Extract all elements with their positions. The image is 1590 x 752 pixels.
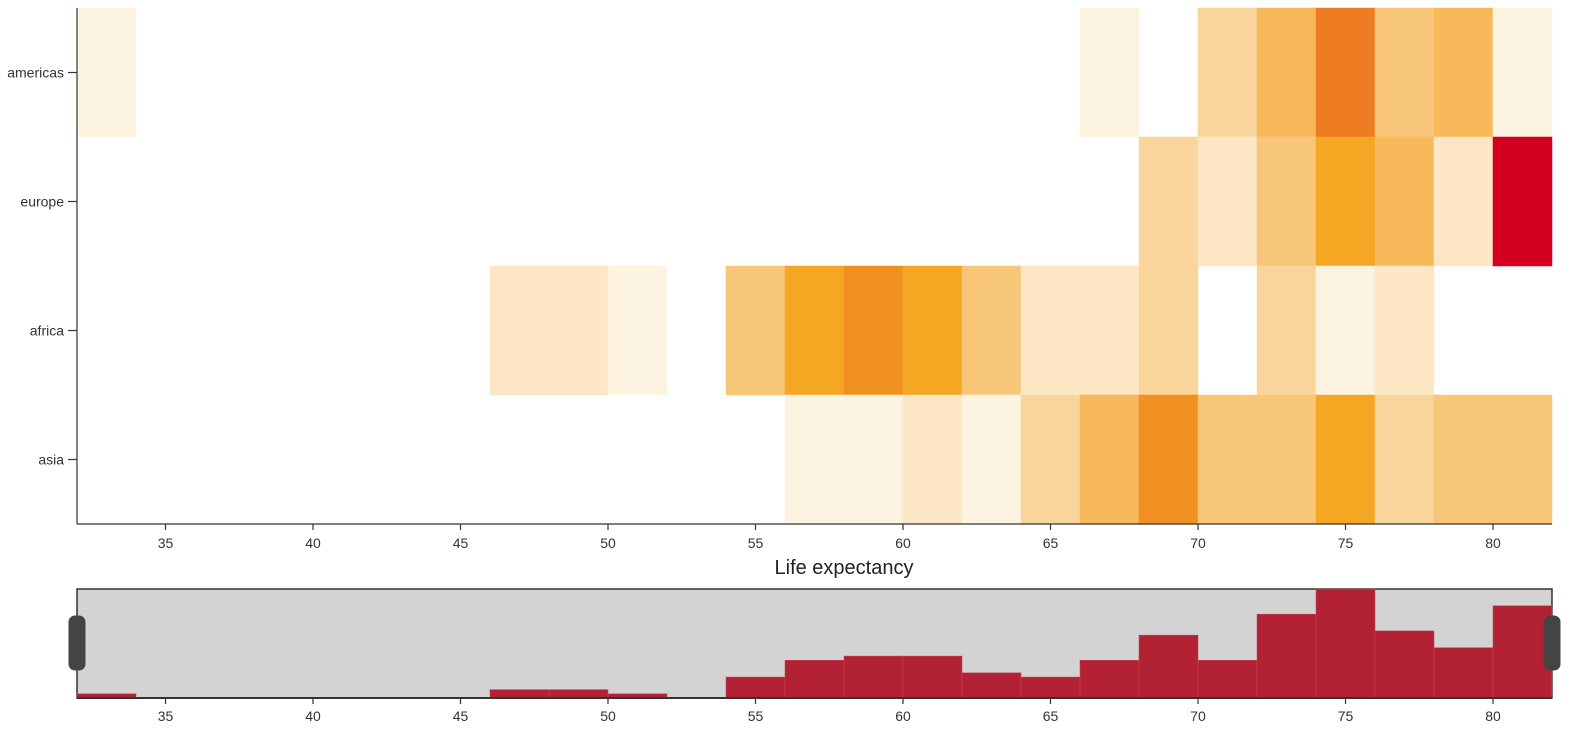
y-tick-label: africa <box>30 323 64 339</box>
heatmap-cell <box>843 394 904 525</box>
histogram-bar <box>1492 605 1553 699</box>
histogram-bar <box>548 689 609 699</box>
heatmap-cell <box>76 7 137 138</box>
brush-x-tick-label: 70 <box>1190 708 1206 724</box>
heatmap-cell <box>548 265 609 396</box>
heatmap-cell <box>1433 394 1494 525</box>
histogram-bar <box>1433 647 1494 699</box>
heatmap-cell <box>1492 7 1553 138</box>
histogram-bar <box>1079 660 1140 699</box>
histogram-bar <box>1315 588 1376 699</box>
range-brush[interactable]: 35 40 45 50 55 60 65 70 75 80 <box>68 588 1561 724</box>
x-tick-label: 75 <box>1338 535 1354 551</box>
brush-x-tick-label: 55 <box>748 708 764 724</box>
heatmap-cell <box>961 265 1022 396</box>
brush-x-tick-label: 80 <box>1485 708 1501 724</box>
heatmap-cell <box>1079 265 1140 396</box>
heatmap-cell <box>1374 394 1435 525</box>
brush-x-tick-label: 40 <box>305 708 321 724</box>
heatmap-cell <box>1138 265 1199 396</box>
heatmap-cell <box>1197 136 1258 267</box>
x-tick-label: 65 <box>1043 535 1059 551</box>
histogram-bar <box>1256 613 1317 699</box>
histogram-bar <box>1020 676 1081 699</box>
heatmap-cell <box>1315 265 1376 396</box>
heatmap-axes: americas europe africa asia 35 40 45 50 55 60 65 70… <box>7 8 1552 551</box>
heatmap-cell <box>1256 136 1317 267</box>
heatmap-cell <box>1256 394 1317 525</box>
histogram-bar <box>1374 630 1435 699</box>
heatmap-cell <box>784 265 845 396</box>
x-tick-label: 60 <box>895 535 911 551</box>
heatmap-cell <box>902 394 963 525</box>
heatmap-cell <box>902 265 963 396</box>
heatmap-cell <box>489 265 550 396</box>
histogram-bar <box>784 660 845 699</box>
heatmap-cell <box>1374 136 1435 267</box>
histogram-bar <box>843 655 904 699</box>
brush-x-tick-label: 75 <box>1338 708 1354 724</box>
heatmap-cell <box>1315 136 1376 267</box>
heatmap-cell <box>1138 394 1199 525</box>
heatmap-cell <box>1197 7 1258 138</box>
heatmap-cell <box>607 265 668 396</box>
histogram-bar <box>725 676 786 699</box>
x-tick-label: 40 <box>305 535 321 551</box>
x-tick-label: 45 <box>453 535 469 551</box>
heatmap-cell <box>1256 7 1317 138</box>
brush-x-tick-label: 65 <box>1043 708 1059 724</box>
heatmap-cell <box>1492 136 1553 267</box>
heatmap-cell <box>1197 394 1258 525</box>
heatmap-cell <box>1256 265 1317 396</box>
heatmap-cell <box>1374 7 1435 138</box>
brush-left-handle[interactable] <box>68 615 86 671</box>
brush-x-tick-label: 45 <box>453 708 469 724</box>
histogram-bar <box>489 689 550 699</box>
x-tick-label: 70 <box>1190 535 1206 551</box>
heatmap-cell <box>961 394 1022 525</box>
heatmap <box>76 7 1553 525</box>
heatmap-cell <box>1433 7 1494 138</box>
heatmap-cell <box>1492 394 1553 525</box>
x-tick-label: 35 <box>158 535 174 551</box>
histogram-bar <box>902 655 963 699</box>
heatmap-cell <box>725 265 786 396</box>
y-tick-label: asia <box>38 452 64 468</box>
heatmap-cell <box>1079 394 1140 525</box>
heatmap-cell <box>1020 394 1081 525</box>
heatmap-cell <box>843 265 904 396</box>
histogram-bar <box>1138 634 1199 699</box>
heatmap-cell <box>1138 136 1199 267</box>
heatmap-cell <box>1315 7 1376 138</box>
heatmap-cell <box>1374 265 1435 396</box>
x-tick-label: 80 <box>1485 535 1501 551</box>
brush-x-tick-label: 35 <box>158 708 174 724</box>
histogram-bar <box>961 672 1022 699</box>
heatmap-cell <box>1433 136 1494 267</box>
heatmap-cell <box>784 394 845 525</box>
heatmap-cell <box>1315 394 1376 525</box>
brush-right-handle[interactable] <box>1543 615 1561 671</box>
x-tick-label: 55 <box>748 535 764 551</box>
x-axis-title: Life expectancy <box>775 557 914 579</box>
y-tick-label: europe <box>20 194 64 210</box>
brush-x-tick-label: 50 <box>600 708 616 724</box>
heatmap-cell <box>1020 265 1081 396</box>
y-tick-label: americas <box>7 65 64 81</box>
x-tick-label: 50 <box>600 535 616 551</box>
brush-x-tick-label: 60 <box>895 708 911 724</box>
histogram-bar <box>1197 660 1258 699</box>
heatmap-cell <box>1079 7 1140 138</box>
